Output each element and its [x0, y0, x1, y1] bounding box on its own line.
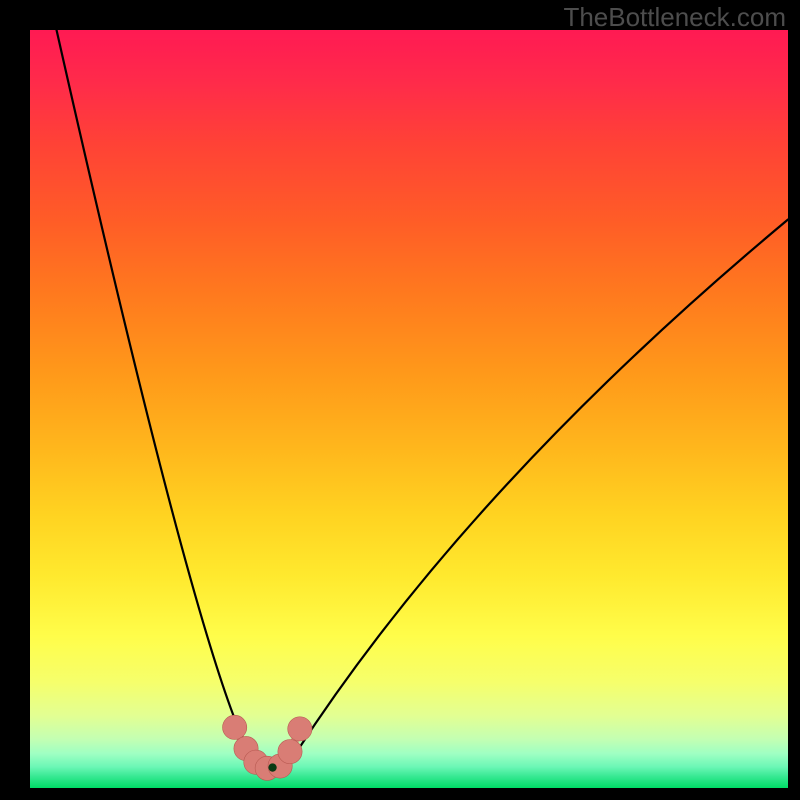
optimum-point-marker [268, 763, 276, 771]
chart-frame: TheBottleneck.com [0, 0, 800, 800]
data-marker [278, 739, 302, 763]
plot-gradient-background [30, 30, 788, 788]
data-marker [223, 715, 247, 739]
watermark-label: TheBottleneck.com [563, 2, 786, 33]
chart-svg [0, 0, 800, 800]
data-marker [288, 717, 312, 741]
